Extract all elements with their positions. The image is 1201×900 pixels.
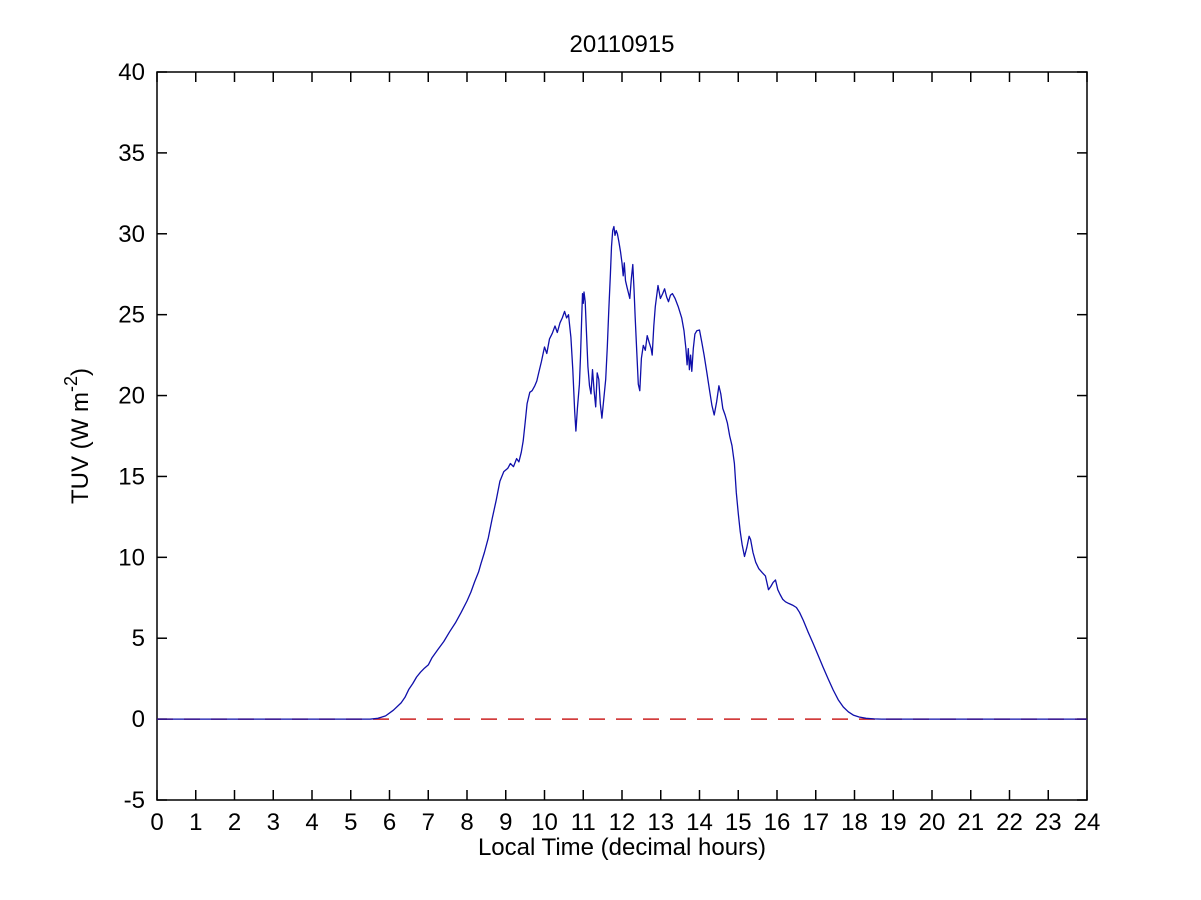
- y-tick-label: 40: [118, 59, 145, 86]
- x-tick-label: 16: [764, 809, 791, 836]
- x-tick-label: 19: [880, 809, 907, 836]
- x-tick-label: 9: [499, 809, 512, 836]
- x-tick-label: 14: [686, 809, 713, 836]
- y-axis-label-suffix: ): [67, 368, 94, 376]
- y-tick-label: 25: [118, 302, 145, 329]
- x-tick-label: 3: [267, 809, 280, 836]
- x-tick-label: 7: [422, 809, 435, 836]
- x-tick-label: 4: [305, 809, 318, 836]
- x-tick-label: 0: [150, 809, 163, 836]
- x-tick-label: 8: [460, 809, 473, 836]
- data-layer: [157, 225, 1087, 720]
- x-tick-label: 17: [802, 809, 829, 836]
- axis-ticks-layer: 0 1 2 3 4 5 6 7 8 9 10 11 12 13 14 15 16 17 18 19 20 21 22 23 24…: [118, 59, 1100, 836]
- axes-box: [156, 71, 1088, 801]
- x-tick-label: 6: [383, 809, 396, 836]
- y-axis-label: TUV (W m-2): [61, 368, 94, 504]
- x-tick-label: 15: [725, 809, 752, 836]
- x-tick-label: 11: [571, 809, 596, 836]
- y-tick-label: 35: [118, 140, 145, 167]
- y-tick-label: 30: [118, 221, 145, 248]
- x-tick-label: 13: [647, 809, 674, 836]
- y-tick-label: 10: [118, 544, 145, 571]
- x-tick-label: 22: [996, 809, 1023, 836]
- x-tick-label: 1: [189, 809, 202, 836]
- y-tick-label: 5: [132, 625, 145, 652]
- x-tick-label: 12: [609, 809, 636, 836]
- x-tick-label: 10: [531, 809, 558, 836]
- y-tick-label: 20: [118, 383, 145, 410]
- x-tick-label: 20: [919, 809, 946, 836]
- x-tick-label: 18: [841, 809, 868, 836]
- x-tick-label: 5: [344, 809, 357, 836]
- tuv-series-line: [157, 225, 1087, 720]
- y-axis-label-prefix: TUV (W m: [67, 392, 94, 504]
- x-tick-label: 23: [1035, 809, 1062, 836]
- y-tick-label: -5: [124, 787, 145, 814]
- x-tick-label: 24: [1074, 809, 1101, 836]
- y-axis-label-exponent: -2: [61, 376, 81, 392]
- x-tick-label: 2: [228, 809, 241, 836]
- plot-title: 20110915: [570, 31, 675, 58]
- x-axis-label: Local Time (decimal hours): [478, 834, 766, 861]
- x-tick-label: 21: [957, 809, 984, 836]
- y-tick-label: 0: [132, 706, 145, 733]
- y-tick-label: 15: [118, 463, 145, 490]
